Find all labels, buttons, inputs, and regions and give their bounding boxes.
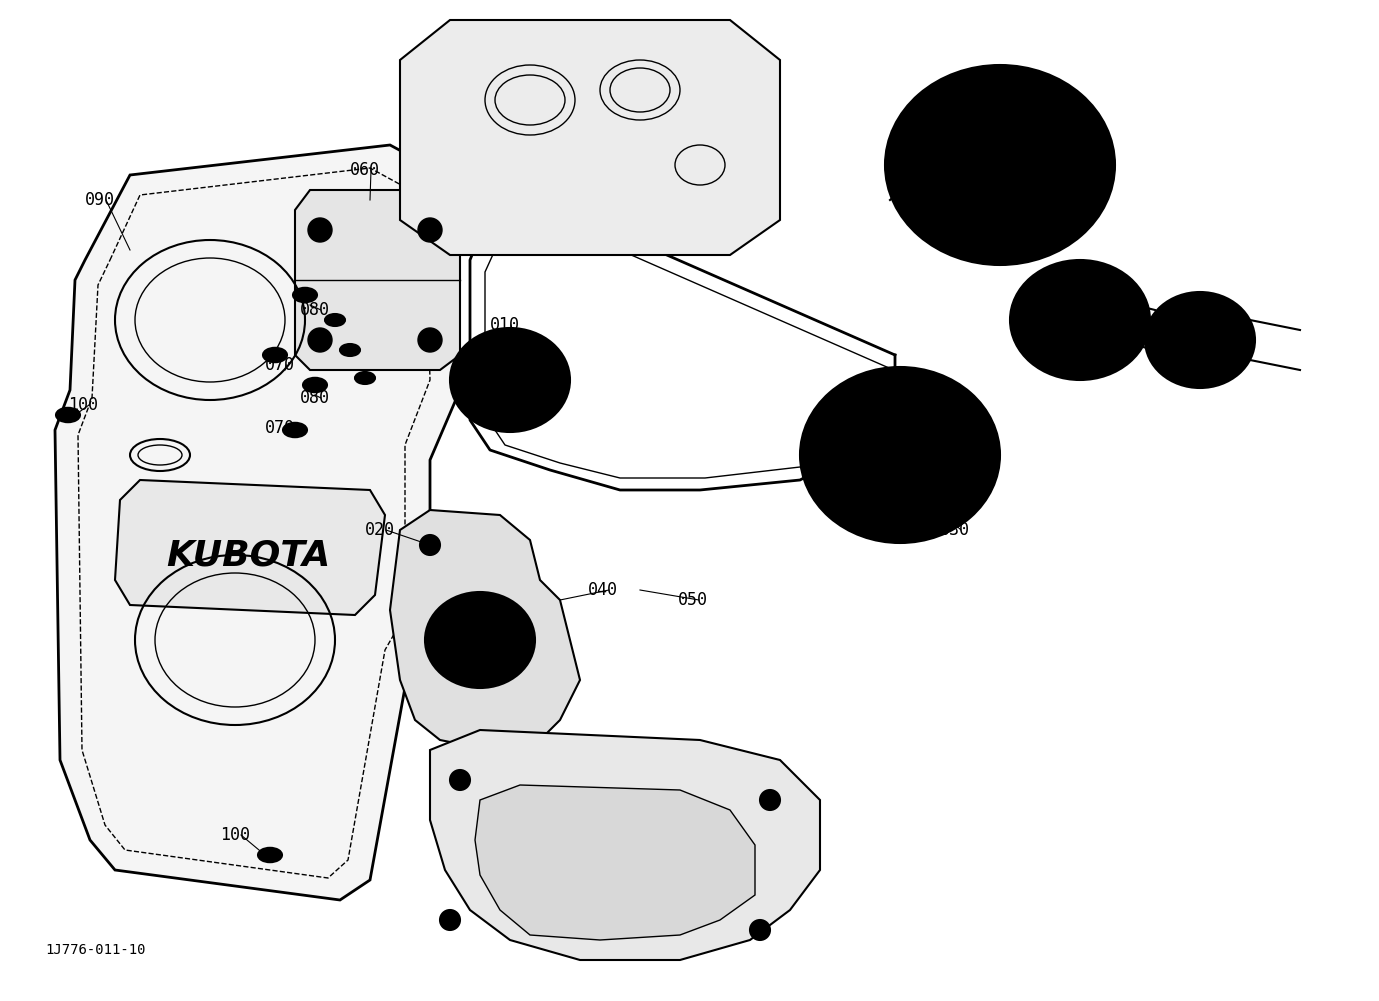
- Ellipse shape: [283, 422, 308, 437]
- Polygon shape: [430, 730, 821, 960]
- Text: 040: 040: [587, 581, 618, 599]
- Polygon shape: [55, 145, 461, 900]
- Ellipse shape: [57, 407, 80, 422]
- Circle shape: [505, 345, 514, 355]
- Ellipse shape: [800, 367, 1000, 543]
- Polygon shape: [114, 480, 385, 615]
- Circle shape: [916, 505, 928, 517]
- Polygon shape: [400, 20, 781, 255]
- Polygon shape: [390, 510, 581, 750]
- Text: 050: 050: [678, 591, 707, 609]
- Ellipse shape: [354, 372, 375, 384]
- Circle shape: [421, 535, 440, 555]
- Ellipse shape: [341, 344, 360, 356]
- Text: 100: 100: [221, 826, 250, 844]
- Circle shape: [543, 375, 553, 385]
- Text: KUBOTA: KUBOTA: [165, 538, 330, 572]
- Ellipse shape: [885, 65, 1116, 265]
- Text: 100: 100: [68, 396, 98, 414]
- Circle shape: [965, 449, 978, 461]
- Ellipse shape: [845, 407, 956, 503]
- Ellipse shape: [883, 440, 918, 470]
- Ellipse shape: [483, 356, 538, 404]
- Circle shape: [418, 218, 443, 242]
- Ellipse shape: [975, 144, 1025, 186]
- Circle shape: [836, 414, 848, 426]
- Circle shape: [750, 920, 769, 940]
- Polygon shape: [295, 190, 461, 370]
- Ellipse shape: [325, 314, 345, 326]
- Ellipse shape: [956, 127, 1045, 203]
- Circle shape: [916, 393, 928, 405]
- Circle shape: [450, 770, 470, 790]
- Circle shape: [418, 328, 443, 352]
- Circle shape: [440, 910, 461, 930]
- Circle shape: [836, 483, 848, 495]
- Ellipse shape: [1172, 316, 1229, 364]
- Text: 030: 030: [940, 521, 969, 539]
- Circle shape: [505, 405, 514, 415]
- Text: 010: 010: [490, 316, 520, 334]
- Text: 070: 070: [265, 356, 295, 374]
- Text: 080: 080: [301, 389, 330, 407]
- Text: 020: 020: [365, 521, 394, 539]
- Circle shape: [308, 218, 332, 242]
- Circle shape: [466, 375, 477, 385]
- Text: 1J776-011-10: 1J776-011-10: [46, 943, 146, 957]
- Ellipse shape: [1009, 260, 1150, 380]
- Ellipse shape: [303, 377, 327, 392]
- Ellipse shape: [450, 328, 570, 432]
- Text: 060: 060: [350, 161, 381, 179]
- Ellipse shape: [258, 848, 281, 862]
- Ellipse shape: [1043, 288, 1118, 352]
- Ellipse shape: [292, 288, 317, 302]
- Text: 090: 090: [85, 191, 114, 209]
- Ellipse shape: [263, 347, 287, 362]
- Polygon shape: [474, 785, 754, 940]
- Circle shape: [760, 790, 781, 810]
- Text: 070: 070: [265, 419, 295, 437]
- Ellipse shape: [1145, 292, 1255, 388]
- Ellipse shape: [425, 592, 535, 688]
- Circle shape: [308, 328, 332, 352]
- Text: 080: 080: [301, 301, 330, 319]
